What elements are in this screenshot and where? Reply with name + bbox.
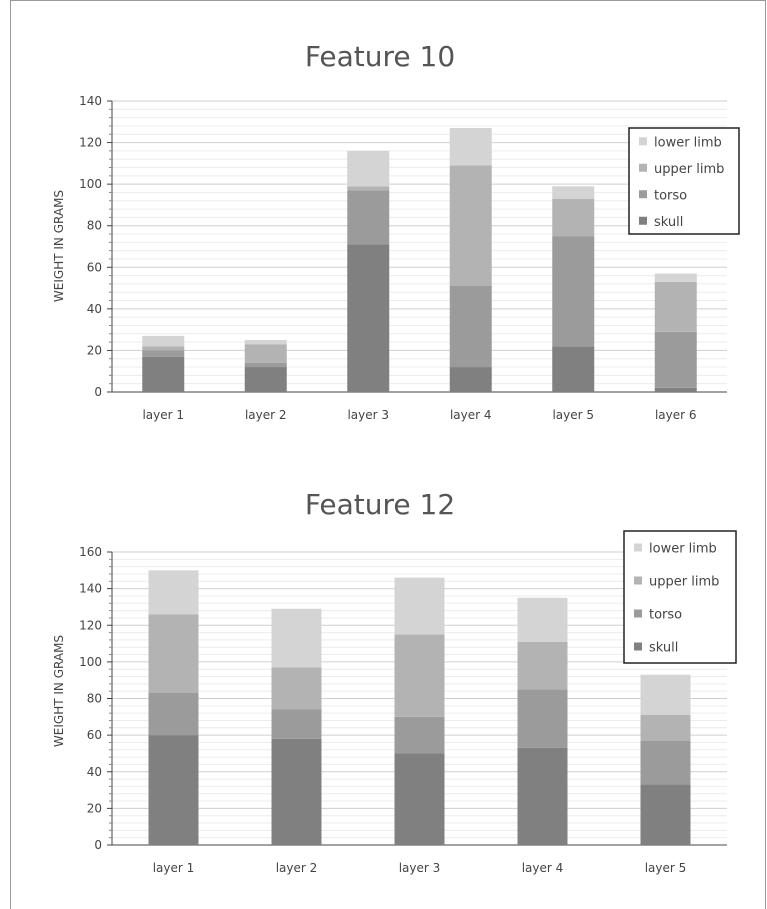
chart2-bar-upper-limb: [271, 667, 322, 710]
chart1-x-tick-label: layer 2: [245, 408, 287, 422]
chart2-y-tick-label: 40: [87, 765, 102, 779]
chart2-bar-lower-limb: [517, 597, 568, 642]
chart1-bar-lower-limb: [142, 335, 185, 347]
chart1-title: Feature 10: [305, 40, 455, 73]
chart2-x-tick-label: layer 2: [276, 861, 318, 875]
chart2-bar-upper-limb: [517, 641, 568, 690]
chart1-y-tick-label: 120: [79, 136, 102, 150]
chart1-x-tick-label: layer 6: [655, 408, 697, 422]
chart1-bar-lower-limb: [347, 150, 390, 187]
chart2-bar-lower-limb: [148, 570, 199, 615]
chart2-y-tick-label: 160: [79, 545, 102, 559]
chart1-legend-label: upper limb: [654, 162, 724, 177]
chart1-bar-torso: [347, 190, 390, 245]
chart1-y-tick-label: 20: [87, 343, 102, 357]
chart1-bar-torso: [244, 362, 287, 368]
figure-frame: [10, 0, 766, 909]
chart2-bar-skull: [640, 784, 691, 845]
chart2-y-tick-label: 140: [79, 582, 102, 596]
chart1-y-tick-label: 0: [94, 385, 102, 399]
chart2-bar-lower-limb: [640, 674, 691, 715]
chart1-bar-skull: [552, 346, 595, 392]
chart2-legend-label: lower limb: [649, 542, 717, 557]
chart2-x-tick-label: layer 4: [522, 861, 564, 875]
chart2-bar-torso: [517, 689, 568, 748]
chart1-bar-lower-limb: [244, 340, 287, 345]
chart1-bar-upper-limb: [244, 344, 287, 363]
chart1-y-tick-label: 60: [87, 260, 102, 274]
chart1-bar-torso: [654, 331, 697, 388]
chart2-y-tick-label: 20: [87, 801, 102, 815]
chart2-y-tick-label: 0: [94, 838, 102, 852]
chart1-bar-torso: [142, 350, 185, 357]
chart1-legend-swatch: [639, 137, 647, 146]
chart2-legend-swatch: [634, 609, 642, 618]
chart2-bar-upper-limb: [394, 634, 445, 717]
chart1-legend-label: skull: [654, 215, 683, 230]
chart1-bar-upper-limb: [449, 165, 492, 286]
chart2-x-tick-label: layer 5: [645, 861, 687, 875]
chart1-bar-skull: [142, 356, 185, 392]
chart2-legend-swatch: [634, 543, 642, 552]
chart2-y-tick-label: 120: [79, 618, 102, 632]
chart2-legend-label: skull: [649, 641, 678, 656]
chart1-bar-lower-limb: [449, 128, 492, 166]
chart1-bar-torso: [449, 285, 492, 368]
chart2-y-tick-label: 100: [79, 655, 102, 669]
chart1-bar-skull: [244, 367, 287, 392]
chart2-bar-torso: [148, 693, 199, 736]
chart2-legend-label: torso: [649, 608, 682, 623]
chart1-y-tick-label: 40: [87, 302, 102, 316]
chart1-legend-label: torso: [654, 188, 687, 203]
chart2-bar-torso: [271, 709, 322, 739]
chart2-bar-torso: [394, 716, 445, 754]
chart1-legend-box: [628, 127, 740, 235]
chart2-legend-label: upper limb: [649, 575, 719, 590]
chart2-title: Feature 12: [305, 488, 455, 521]
chart1-x-tick-label: layer 3: [347, 408, 389, 422]
chart2-bar-upper-limb: [640, 714, 691, 741]
chart2-bar-skull: [271, 738, 322, 845]
chart1-x-tick-label: layer 1: [142, 408, 184, 422]
chart1-bar-skull: [654, 387, 697, 392]
chart2-bar-lower-limb: [394, 577, 445, 635]
chart2-legend-box: [623, 530, 737, 664]
chart1-bar-upper-limb: [347, 186, 390, 191]
chart2-bar-skull: [148, 735, 199, 845]
chart2-y-tick-label: 60: [87, 728, 102, 742]
chart1-x-tick-label: layer 5: [552, 408, 594, 422]
chart1-bar-lower-limb: [552, 186, 595, 199]
chart1-ylabel: WEIGHT IN GRAMS: [52, 190, 66, 302]
chart2-legend-swatch: [634, 576, 642, 585]
chart1-legend-swatch: [639, 163, 647, 172]
chart1-bar-upper-limb: [142, 346, 185, 351]
chart2-bar-upper-limb: [148, 614, 199, 694]
chart2-bar-torso: [640, 740, 691, 785]
chart1-y-tick-label: 100: [79, 177, 102, 191]
chart2-bar-skull: [517, 747, 568, 845]
chart1-bar-skull: [449, 367, 492, 392]
chart1-bar-lower-limb: [654, 273, 697, 282]
chart1-legend-label: lower limb: [654, 135, 722, 150]
chart1-bar-skull: [347, 244, 390, 392]
chart1-y-tick-label: 140: [79, 94, 102, 108]
chart2-x-tick-label: layer 1: [153, 861, 195, 875]
chart1-y-tick-label: 80: [87, 219, 102, 233]
chart2-bar-skull: [394, 753, 445, 845]
chart1-x-tick-label: layer 4: [450, 408, 492, 422]
chart2-y-tick-label: 80: [87, 692, 102, 706]
chart2-legend-swatch: [634, 642, 642, 651]
chart1-bar-torso: [552, 236, 595, 347]
chart2-x-tick-label: layer 3: [399, 861, 441, 875]
chart1-bar-upper-limb: [654, 281, 697, 332]
chart2-bar-lower-limb: [271, 608, 322, 668]
chart2-ylabel: WEIGHT IN GRAMS: [52, 635, 66, 747]
chart1-bar-upper-limb: [552, 198, 595, 237]
chart1-legend-swatch: [639, 190, 647, 199]
chart1-plot: 0 20 40 60 80 100 120 140 layer 1 layer 2 layer 3 l…: [79, 94, 740, 422]
chart1-legend-swatch: [639, 216, 647, 225]
chart2-plot: 0 20 40 60 80 100 120 140 160 layer 1 layer 2 layer…: [79, 530, 737, 875]
